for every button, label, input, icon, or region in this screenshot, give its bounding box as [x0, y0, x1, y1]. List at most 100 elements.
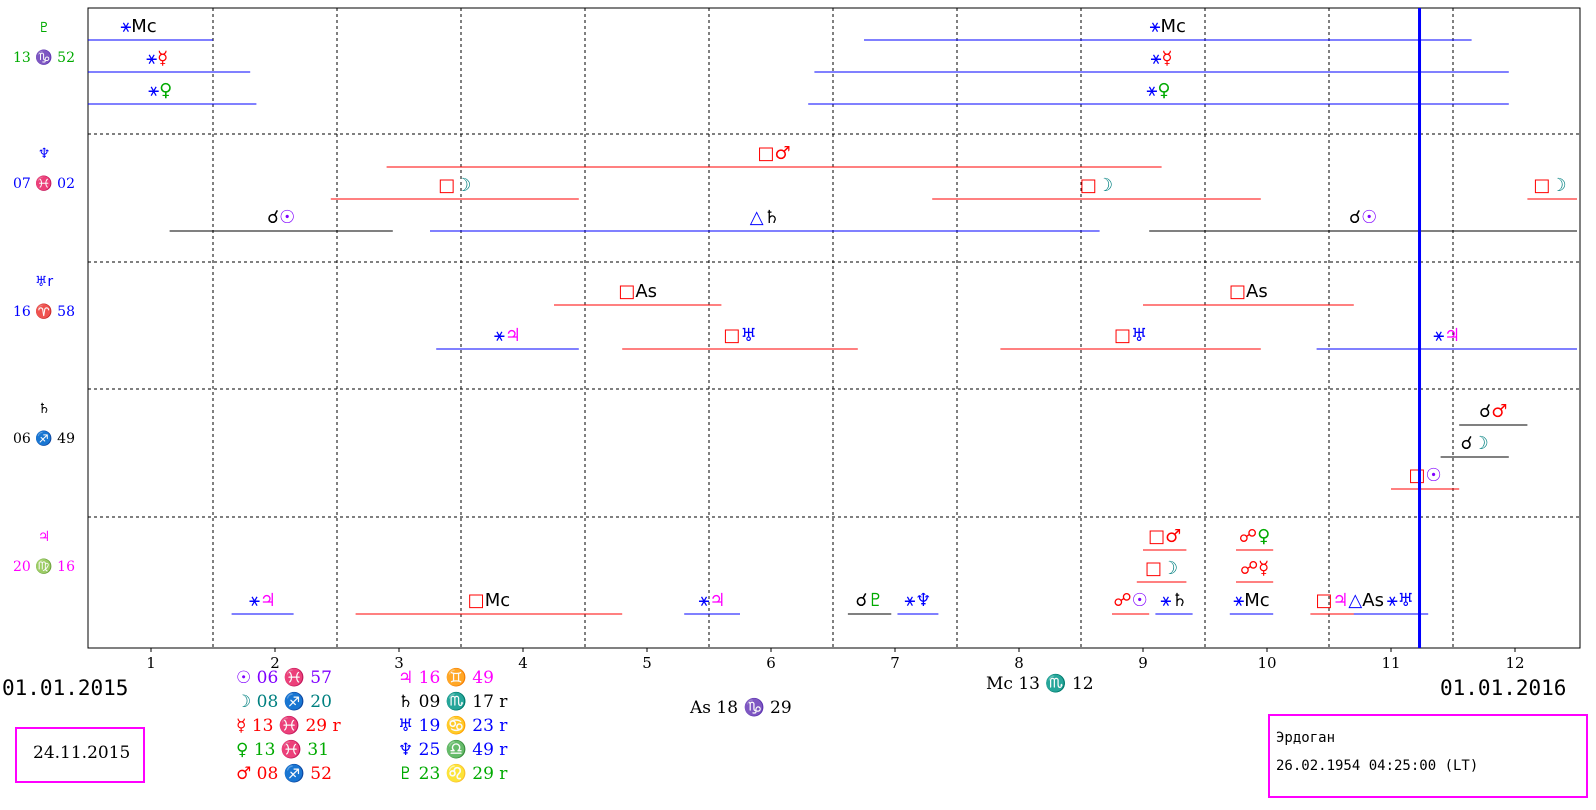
aspect-symbol: ☌: [1349, 207, 1361, 228]
aspect-target: Mc: [1160, 16, 1185, 37]
aspect-symbol: ⚹: [494, 325, 505, 346]
aspect-label: ☌♇: [855, 590, 883, 611]
person-name: Эрдоган: [1276, 730, 1336, 746]
row-position-label: 16 ♈ 58: [13, 303, 75, 320]
aspect-label: ⚹Mc: [1233, 590, 1269, 611]
natal-position: ♂ 08 ♐ 52: [236, 764, 332, 784]
aspect-label: □♅: [1114, 325, 1147, 346]
aspect-symbol: ⚹: [1151, 48, 1162, 69]
aspect-label: ⚹♃: [249, 590, 276, 611]
aspect-target: ☽: [1473, 433, 1489, 454]
natal-position: ♅ 19 ♋ 23 r: [398, 716, 508, 736]
aspect-target: ♆: [915, 590, 931, 611]
aspect-target: ♅: [1131, 325, 1147, 346]
aspect-label: □☽: [1080, 175, 1113, 196]
aspect-target: ♃: [709, 590, 725, 611]
aspect-symbol: □: [618, 281, 635, 302]
aspect-label: ⚹☿: [1151, 48, 1173, 69]
aspect-target: ☉: [1132, 590, 1148, 611]
x-tick-label: 5: [642, 654, 652, 672]
aspect-label: □♂: [758, 143, 791, 164]
aspect-target: ♂: [1165, 526, 1181, 547]
person-info-box: Эрдоган 26.02.1954 04:25:00 (LT): [1268, 714, 1588, 798]
end-date: 01.01.2016: [1440, 676, 1567, 700]
aspect-target: ☽: [1550, 175, 1566, 196]
aspect-symbol: □: [1148, 526, 1165, 547]
aspect-label: △♄: [750, 207, 780, 228]
start-date: 01.01.2015: [2, 676, 129, 700]
aspect-target: ☉: [1361, 207, 1377, 228]
row-position-label: 13 ♑ 52: [13, 49, 75, 66]
row-position-label: 20 ♍ 16: [13, 558, 75, 575]
row-position-label: 07 ♓ 02: [13, 175, 75, 192]
natal-position: ♃ 16 ♊ 49: [398, 668, 494, 688]
aspect-label: □♃: [1316, 590, 1349, 611]
aspect-symbol: ⚹: [249, 590, 260, 611]
x-tick-label: 4: [518, 654, 528, 672]
aspect-label: ☌☽: [1461, 433, 1489, 454]
x-tick-label: 3: [394, 654, 404, 672]
aspect-label: □☽: [1533, 175, 1566, 196]
aspect-label: ☌♂: [1479, 401, 1507, 422]
aspect-symbol: ⚹: [1150, 16, 1161, 37]
aspect-label: ⚹♀: [1147, 80, 1171, 101]
aspect-symbol: ⚹: [904, 590, 915, 611]
aspect-target: ♂: [775, 143, 791, 164]
row-planet-label: ♄: [38, 401, 51, 417]
aspect-symbol: ☍: [1113, 590, 1131, 611]
aspect-target: ♃: [1444, 325, 1460, 346]
aspect-target: Mc: [1244, 590, 1269, 611]
aspect-symbol: △: [1348, 590, 1362, 611]
aspect-symbol: □: [1145, 558, 1162, 579]
aspect-symbol: ⚹: [1387, 590, 1398, 611]
aspect-symbol: ⚹: [146, 48, 157, 69]
aspect-label: □As: [618, 281, 657, 302]
natal-position: ♀ 13 ♓ 31: [236, 740, 330, 760]
row-planet-label: ♇: [38, 20, 51, 36]
aspect-symbol: ⚹: [1433, 325, 1444, 346]
aspect-label: ⚹♀: [148, 80, 172, 101]
aspect-target: ☉: [1426, 465, 1442, 486]
aspect-symbol: □: [1316, 590, 1333, 611]
aspect-target: As: [1246, 281, 1268, 302]
aspect-label: ⚹♅: [1387, 590, 1414, 611]
aspect-label: □☽: [1145, 558, 1178, 579]
aspect-target: Mc: [131, 16, 156, 37]
aspect-label: □☉: [1409, 465, 1442, 486]
natal-position: ♆ 25 ♎ 49 r: [398, 740, 508, 760]
natal-position: ☿ 13 ♓ 29 r: [236, 716, 341, 736]
aspect-target: ♅: [1398, 590, 1414, 611]
aspect-label: ⚹♄: [1161, 590, 1188, 611]
aspect-label: □♂: [1148, 526, 1181, 547]
aspect-label: ☍♀: [1239, 526, 1270, 547]
aspect-target: ♂: [1491, 401, 1507, 422]
aspect-target: ☉: [279, 207, 295, 228]
aspect-symbol: ☍: [1240, 558, 1258, 579]
x-tick-label: 10: [1257, 654, 1276, 672]
aspect-target: ☽: [455, 175, 471, 196]
aspect-symbol: ⚹: [148, 80, 159, 101]
plot-frame: [87, 7, 1581, 649]
aspect-target: ♀: [159, 80, 172, 101]
aspect-label: △As: [1348, 590, 1384, 611]
x-tick-label: 9: [1138, 654, 1148, 672]
natal-position: ☉ 06 ♓ 57: [236, 668, 332, 688]
aspect-label: ⚹Mc: [120, 16, 156, 37]
aspect-symbol: □: [468, 590, 485, 611]
aspect-symbol: ⚹: [120, 16, 131, 37]
aspect-symbol: □: [723, 325, 740, 346]
current-date-box: 24.11.2015: [15, 727, 145, 783]
aspect-symbol: ☌: [1461, 433, 1473, 454]
ascendant-label: As 18 ♑ 29: [690, 698, 792, 718]
aspect-target: ♃: [260, 590, 276, 611]
aspect-label: ☌☉: [1349, 207, 1377, 228]
aspect-label: ☌☉: [267, 207, 295, 228]
natal-position: ♇ 23 ♌ 29 r: [398, 764, 508, 784]
aspect-target: ♃: [505, 325, 521, 346]
aspect-target: ♇: [868, 590, 884, 611]
aspect-label: □☽: [438, 175, 471, 196]
natal-position: ☽ 08 ♐ 20: [236, 692, 332, 712]
aspect-target: ♀: [1157, 80, 1170, 101]
aspect-target: ♄: [1171, 590, 1187, 611]
